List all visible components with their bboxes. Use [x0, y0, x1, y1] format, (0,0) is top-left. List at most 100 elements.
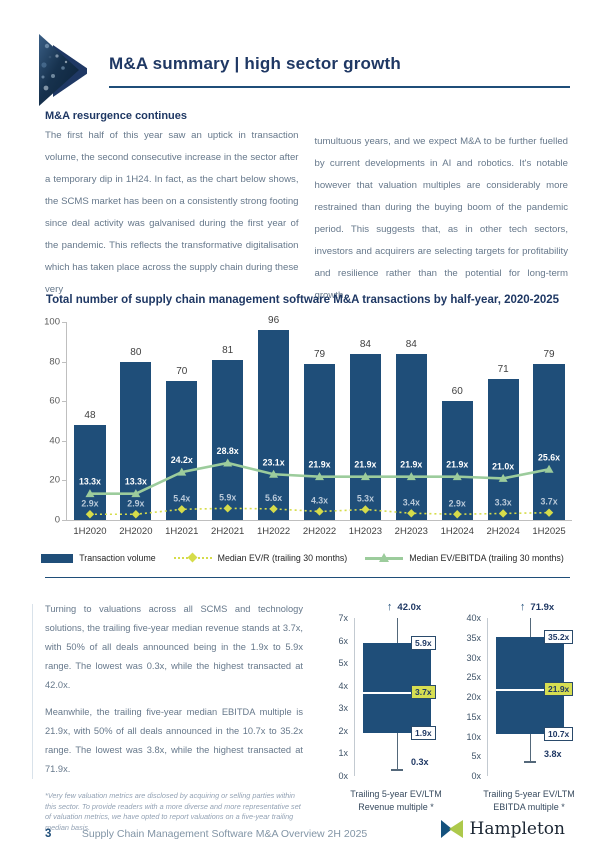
legend-line-swatch [365, 553, 404, 563]
valuation-paragraph-1: Turning to valuations across all SCMS an… [45, 604, 303, 690]
valuation-text-column: Turning to valuations across all SCMS an… [32, 600, 303, 841]
revenue-multiple-boxplot: 7x 6x 5x 4x 3x 2x 1x 0x ↑ 42.0x 5.9x 3.7x 1.9x 0.3x Tr… [326, 602, 441, 841]
y-axis-tickmark [62, 480, 67, 482]
min-value-label: 0.3x [411, 757, 429, 768]
x-axis-label: 2H2024 [486, 526, 520, 537]
bar-value-label: 48 [84, 409, 96, 421]
boxplot-plot-area: ↑ 71.9x 35.2x 21.9x 10.7x 3.8x [487, 602, 574, 776]
bar-value-label: 71 [497, 364, 509, 376]
bar-value-label: 60 [451, 386, 463, 398]
axis-tick-label: 2x [338, 725, 348, 736]
legend-label: Transaction volume [79, 553, 156, 563]
intro-column-right: tumultuous years, and we expect M&A to b… [315, 110, 569, 307]
valuation-paragraph-2: Meanwhile, the trailing five-year median… [45, 707, 303, 774]
bar-value-label: 79 [543, 348, 555, 360]
hampleton-wordmark: Hampleton [469, 819, 565, 839]
median-label-chip: 21.9x [544, 682, 574, 697]
x-axis-label: 2H2021 [211, 526, 245, 537]
chart-legend: Transaction volume Median EV/R (trailing … [30, 552, 575, 563]
legend-item: Median EV/R (trailing 30 months) [173, 552, 347, 563]
logo-front-triangle [39, 34, 79, 106]
up-arrow-icon: ↑ [519, 601, 526, 613]
axis-tick-label: 5x [471, 751, 481, 762]
axis-tick-label: 0x [471, 771, 481, 781]
max-value-indicator: ↑ 42.0x [387, 602, 422, 614]
y-axis-tickmark [62, 322, 67, 323]
section-divider [45, 577, 570, 578]
whisker-low-cap [391, 769, 403, 772]
y-axis-label: 20 [49, 474, 60, 486]
boxplot-caption: Trailing 5-year EV/LTM EBITDA multiple * [454, 788, 600, 814]
boxplot-axis: 40x 35x 30x 25x 20x 15x 10x 5x 0x [453, 613, 481, 781]
transaction-volume-bar [533, 363, 565, 520]
page-title: M&A summary | high sector growth [109, 54, 402, 73]
bar-value-label: 84 [359, 338, 371, 350]
x-axis-label: 2H2023 [394, 526, 428, 537]
transaction-volume-bar [349, 353, 381, 520]
boxplots-area: 7x 6x 5x 4x 3x 2x 1x 0x ↑ 42.0x 5.9x 3.7x 1.9x 0.3x Tr… [311, 600, 574, 841]
median-line [496, 689, 564, 692]
chart-title: Total number of supply chain management … [45, 294, 560, 306]
caption-line-1: Trailing 5-year EV/LTM [483, 789, 575, 799]
max-value-indicator: ↑ 71.9x [519, 601, 555, 614]
title-rule [109, 86, 570, 88]
max-value-label: 42.0x [397, 602, 422, 613]
x-axis-label: 1H2023 [348, 526, 383, 537]
ebitda-multiple-boxplot: 40x 35x 30x 25x 20x 15x 10x 5x 0x ↑ 71.9x 35.2x 21.9… [453, 602, 574, 841]
axis-tick-label: 10x [466, 731, 481, 742]
median-line [363, 692, 431, 695]
y-axis-label: 80 [49, 356, 60, 368]
bar-value-label: 79 [313, 348, 326, 360]
axis-tick-label: 3x [338, 703, 348, 714]
transaction-volume-bar [166, 381, 198, 520]
axis-tick-label: 6x [338, 635, 348, 646]
intro-paragraph-right: tumultuous years, and we expect M&A to b… [314, 136, 569, 301]
transaction-volume-bar [441, 401, 473, 520]
x-axis-label: 1H2022 [256, 526, 291, 537]
caption-line-2: Revenue multiple * [358, 802, 434, 812]
axis-tick-label: 0x [338, 771, 348, 781]
valuation-footnote: *Very few valuation metrics are disclose… [45, 791, 301, 832]
y-axis-label: 100 [44, 316, 60, 328]
q3-label-chip: 35.2x [544, 629, 574, 644]
q1-label-chip: 10.7x [544, 726, 574, 741]
diamond-marker-icon [187, 552, 198, 563]
transaction-volume-bar [74, 424, 106, 520]
y-axis-label: 0 [54, 514, 60, 526]
hampleton-logo-icon [440, 820, 463, 838]
header-title-block: M&A summary | high sector growth [109, 32, 570, 88]
bar-value-label: 96 [268, 314, 280, 326]
caption-line-2: EBITDA multiple * [493, 802, 565, 812]
transaction-volume-bar [120, 361, 152, 520]
bar-value-label: 70 [176, 366, 188, 378]
axis-tick-label: 30x [466, 652, 481, 663]
intro-paragraph-left: The first half of this year saw an uptic… [45, 130, 299, 295]
intro-heading: M&A resurgence continues [45, 110, 188, 122]
axis-tick-label: 40x [466, 613, 481, 623]
axis-tick-label: 15x [466, 711, 481, 722]
y-axis-label: 60 [49, 395, 60, 407]
x-axis-label: 1H2020 [73, 526, 107, 537]
y-axis-tickmark [62, 401, 67, 403]
y-axis-tickmark [62, 440, 67, 442]
legend-item: Median EV/EBITDA (trailing 30 months) [365, 553, 564, 563]
hampleton-brand: Hampleton [440, 819, 565, 839]
transaction-volume-bar [212, 359, 244, 520]
caption-line-1: Trailing 5-year EV/LTM [350, 789, 442, 799]
y-axis-label: 40 [49, 435, 60, 447]
max-value-label: 71.9x [530, 602, 555, 613]
transaction-volume-bar [257, 329, 290, 520]
axis-tick-label: 7x [338, 613, 348, 623]
bar-value-label: 80 [130, 346, 142, 358]
axis-tick-label: 1x [338, 748, 348, 759]
x-axis-label: 2H2020 [119, 526, 153, 537]
axis-tick-label: 35x [466, 632, 481, 643]
triangle-marker-icon [379, 553, 390, 562]
page-header: M&A summary | high sector growth [35, 32, 570, 108]
intro-section: M&A resurgence continues The first half … [45, 110, 568, 307]
x-axis-label: 2H2022 [302, 526, 337, 537]
legend-line-swatch [173, 552, 212, 563]
boxplot-plot-area: ↑ 42.0x 5.9x 3.7x 1.9x 0.3x [354, 602, 439, 776]
x-axis-label: 1H2025 [532, 526, 566, 537]
